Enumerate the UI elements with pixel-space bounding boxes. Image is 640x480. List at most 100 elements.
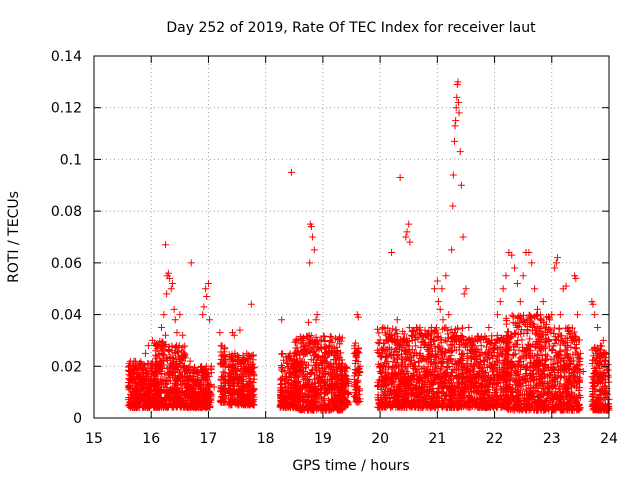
data-point: [204, 402, 212, 410]
data-point: [199, 393, 207, 401]
data-point: [156, 376, 164, 384]
data-point: [129, 404, 137, 412]
data-point: [188, 403, 196, 411]
data-point: [136, 386, 144, 394]
data-point: [245, 372, 253, 380]
data-point: [219, 368, 227, 376]
data-point: [136, 374, 144, 382]
data-point: [166, 377, 174, 385]
data-point: [168, 342, 176, 350]
data-point: [146, 382, 154, 390]
data-point: [174, 366, 182, 374]
data-point: [186, 390, 194, 398]
data-point: [165, 369, 173, 377]
data-point: [180, 349, 188, 357]
data-point: [146, 395, 154, 403]
data-point: [151, 402, 159, 410]
data-point: [250, 364, 258, 372]
data-point: [249, 400, 257, 408]
data-point: [170, 359, 178, 367]
data-point: [139, 403, 147, 411]
data-point: [125, 400, 133, 408]
data-point: [151, 387, 159, 395]
data-point: [504, 328, 512, 336]
data-point: [292, 337, 300, 345]
data-point: [172, 375, 180, 383]
data-point: [518, 336, 526, 344]
data-point: [207, 369, 215, 377]
data-point: [250, 391, 258, 399]
data-point: [188, 384, 196, 392]
data-point: [373, 325, 381, 333]
data-point: [170, 387, 178, 395]
data-point: [183, 400, 191, 408]
data-point: [225, 351, 233, 359]
data-point: [225, 364, 233, 372]
data-point: [243, 350, 251, 358]
data-point: [198, 403, 206, 411]
data-point: [133, 370, 141, 378]
data-point: [239, 377, 247, 385]
data-point: [192, 379, 200, 387]
data-point: [248, 387, 256, 395]
data-point: [244, 397, 252, 405]
data-point: [236, 385, 244, 393]
data-point: [321, 338, 329, 346]
data-point: [181, 342, 189, 350]
data-point: [244, 351, 252, 359]
data-point: [170, 402, 178, 410]
data-point: [165, 347, 173, 355]
data-point: [147, 388, 155, 396]
data-point: [227, 401, 235, 409]
data-point: [385, 344, 393, 352]
data-point: [226, 387, 234, 395]
data-point: [157, 386, 165, 394]
data-point: [201, 386, 209, 394]
data-point: [226, 380, 234, 388]
data-point: [179, 343, 187, 351]
data-point: [135, 359, 143, 367]
data-point: [166, 368, 174, 376]
data-point: [165, 353, 173, 361]
data-point: [178, 353, 186, 361]
data-point: [434, 333, 442, 341]
data-point: [477, 342, 485, 350]
data-point: [185, 389, 193, 397]
data-point: [220, 352, 228, 360]
data-point: [219, 373, 227, 381]
data-point: [136, 393, 144, 401]
data-point: [219, 359, 227, 367]
data-point: [142, 372, 150, 380]
data-point: [182, 377, 190, 385]
data-point: [217, 382, 225, 390]
data-point: [182, 364, 190, 372]
data-point: [245, 388, 253, 396]
data-point: [555, 324, 563, 332]
data-point: [166, 393, 174, 401]
data-point: [240, 373, 248, 381]
data-point: [247, 378, 255, 386]
data-point: [152, 369, 160, 377]
data-point: [192, 404, 200, 412]
data-point: [151, 371, 159, 379]
data-point: [172, 349, 180, 357]
data-point: [237, 398, 245, 406]
data-point: [218, 342, 226, 350]
data-point: [177, 396, 185, 404]
data-point: [153, 343, 161, 351]
data-point: [157, 394, 165, 402]
data-point: [246, 368, 254, 376]
data-point: [375, 329, 383, 337]
data-point: [327, 333, 335, 341]
data-point: [196, 363, 204, 371]
data-point: [237, 361, 245, 369]
grid-lines: [94, 56, 609, 418]
data-point: [198, 362, 206, 370]
data-point: [227, 371, 235, 379]
data-point: [200, 367, 208, 375]
data-point: [234, 379, 242, 387]
data-point: [243, 399, 251, 407]
data-point: [229, 382, 237, 390]
data-point: [231, 396, 239, 404]
data-point: [158, 369, 166, 377]
